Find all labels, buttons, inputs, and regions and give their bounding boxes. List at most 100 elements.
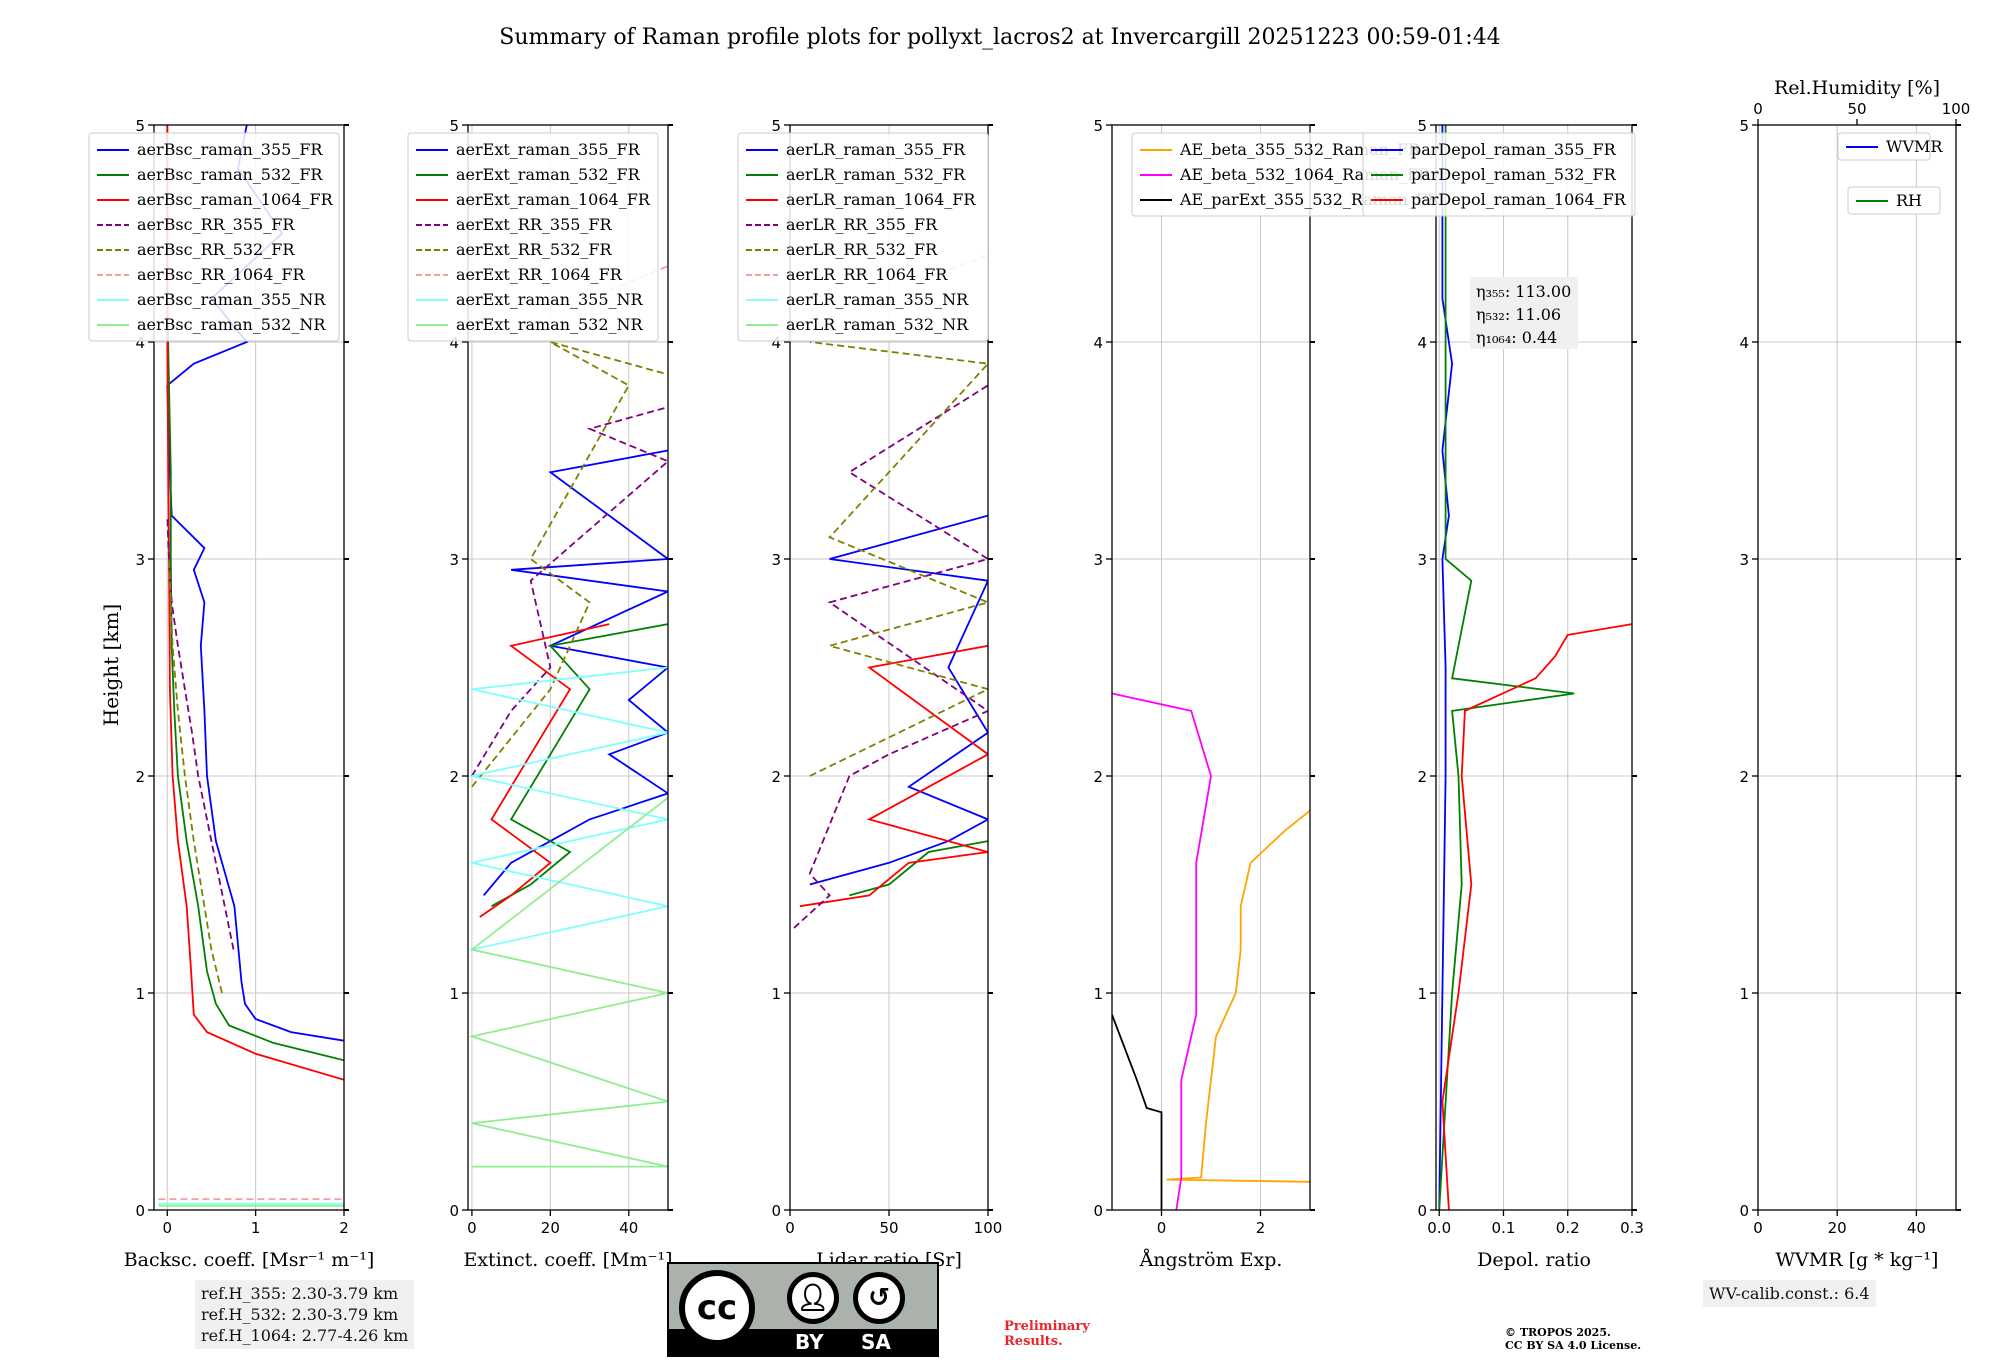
y-tick-label: 5 xyxy=(771,117,781,135)
legend-entry: aerLR_raman_355_FR xyxy=(786,140,966,159)
legend-entry: aerExt_RR_355_FR xyxy=(456,215,613,234)
y-tick-label: 5 xyxy=(449,117,459,135)
refheight-532: ref.H_532: 2.30-3.79 km xyxy=(201,1305,399,1324)
series-line-aerBsc_RR_532_FR xyxy=(168,558,223,994)
refheight-1064: ref.H_1064: 2.77-4.26 km xyxy=(201,1326,409,1345)
preliminary-line-1: Preliminary xyxy=(1004,1319,1090,1334)
legend-entry: aerExt_raman_1064_FR xyxy=(456,190,651,209)
legend-wv: WVMR RH xyxy=(1837,132,1943,215)
panel-ext: 0 1 2 3 4 5 0 20 40 Extinct. coeff. [Mm⁻¹] aerExt_… xyxy=(407,117,673,1271)
preliminary-notice: Preliminary Results. xyxy=(1004,1319,1090,1349)
y-tick-label: 4 xyxy=(1739,334,1749,352)
y-tick-label: 3 xyxy=(449,551,459,569)
x-tick-label: 1 xyxy=(251,1219,261,1237)
series-line-AE_parExt_355_532_Raman_FR xyxy=(1112,1014,1163,1210)
axes-frame xyxy=(153,124,345,1211)
legend-entry: AE_beta_355_532_Raman_FR xyxy=(1179,140,1421,159)
series-line-aerLR_raman_532_FR xyxy=(849,840,988,897)
copyright-line-2: CC BY SA 4.0 License. xyxy=(1505,1339,1642,1352)
legend-entry: aerBsc_raman_532_FR xyxy=(137,165,323,184)
wv-calib-const: WV-calib.const.: 6.4 xyxy=(1709,1284,1870,1303)
series-line-aerBsc_raman_532_FR xyxy=(166,125,344,1062)
y-tick-label: 5 xyxy=(1093,117,1103,135)
series-group xyxy=(793,254,988,929)
axes-frame xyxy=(1435,124,1633,1211)
y-tick-label: 3 xyxy=(771,551,781,569)
eta-box xyxy=(1470,277,1578,349)
legend-entry: aerExt_raman_532_NR xyxy=(456,315,644,334)
legend-entry: aerLR_raman_532_FR xyxy=(786,165,966,184)
by-person-icon: 👤︎ xyxy=(787,1272,839,1324)
legend-entry: aerLR_RR_355_FR xyxy=(786,215,938,234)
legend-depol: parDepol_raman_355_FR parDepol_raman_532_… xyxy=(1362,132,1636,217)
x-tick-label: 0.0 xyxy=(1427,1219,1451,1237)
y-tick-label: 1 xyxy=(1739,985,1749,1003)
panel-bsc: 0 1 2 3 4 5 0 1 2 Backsc. coeff. [Msr⁻¹ m⁻¹] aerBs… xyxy=(88,117,374,1271)
refheight-355: ref.H_355: 2.30-3.79 km xyxy=(201,1284,399,1303)
y-tick-label: 2 xyxy=(1093,768,1103,786)
x-tick-label: 20 xyxy=(541,1219,560,1237)
legend-entry: parDepol_raman_355_FR xyxy=(1411,140,1617,159)
y-tick-label: 3 xyxy=(1417,551,1427,569)
top-tick-label: 50 xyxy=(1847,100,1866,118)
reference-heights-box: ref.H_355: 2.30-3.79 km ref.H_532: 2.30-… xyxy=(195,1280,415,1349)
x-tick-label: 40 xyxy=(619,1219,638,1237)
legend-box xyxy=(1362,132,1636,217)
legend-entry: RH xyxy=(1896,191,1922,210)
series-group xyxy=(1438,125,1632,1210)
axes-frame xyxy=(1757,124,1957,1211)
series-line-aerExt_RR_355_FR xyxy=(471,406,668,777)
top-axis-label: Rel.Humidity [%] xyxy=(1774,77,1940,99)
legend-entry: aerExt_RR_532_FR xyxy=(456,240,613,259)
y-tick-label: 0 xyxy=(771,1202,781,1220)
cc-icon: cc xyxy=(679,1270,755,1346)
x-tick-label: 50 xyxy=(879,1219,898,1237)
copyright-notice: © TROPOS 2025. CC BY SA 4.0 License. xyxy=(1505,1326,1641,1352)
series-group xyxy=(1112,692,1310,1210)
sa-share-icon: ↺ xyxy=(853,1272,905,1324)
wv-calib-box: WV-calib.const.: 6.4 xyxy=(1703,1280,1876,1307)
preliminary-line-2: Results. xyxy=(1004,1334,1063,1349)
y-tick-label: 0 xyxy=(1739,1202,1749,1220)
series-line-parDepol_raman_532_FR xyxy=(1438,125,1575,1210)
y-tick-label: 2 xyxy=(449,768,459,786)
y-tick-label: 2 xyxy=(135,768,145,786)
legend-entry: aerExt_raman_532_FR xyxy=(456,165,641,184)
y-tick-label: 3 xyxy=(135,551,145,569)
y-tick-label: 4 xyxy=(1093,334,1103,352)
x-tick-label: 0 xyxy=(467,1219,477,1237)
legend-entry: aerLR_raman_355_NR xyxy=(786,290,969,309)
legend-entry: WVMR xyxy=(1886,137,1943,156)
cc-by-label: BY xyxy=(795,1330,824,1354)
legend-entry: aerLR_raman_1064_FR xyxy=(786,190,976,209)
legend-box xyxy=(737,132,989,342)
legend-entry: aerBsc_raman_1064_FR xyxy=(137,190,334,209)
y-tick-label: 1 xyxy=(1093,985,1103,1003)
axes-frame xyxy=(1111,124,1311,1211)
series-line-aerBsc_RR_355_FR xyxy=(166,515,235,950)
legend-ext: aerExt_raman_355_FR aerExt_raman_532_FRae… xyxy=(407,132,659,342)
legend-box xyxy=(1837,132,1931,161)
x-tick-label: 40 xyxy=(1907,1219,1926,1237)
legend-entry: parDepol_raman_1064_FR xyxy=(1411,190,1627,209)
top-tick-label: 0 xyxy=(1753,100,1763,118)
cc-license-badge: cc 👤︎ ↺ BY SA xyxy=(667,1262,939,1357)
legend-entry: aerBsc_RR_532_FR xyxy=(137,240,295,259)
series-line-aerExt_raman_355_FR xyxy=(483,449,668,896)
series-line-aerExt_raman_532_FR xyxy=(491,623,668,907)
legend-lr: aerLR_raman_355_FR aerLR_raman_532_FR aerL… xyxy=(737,132,989,342)
legend-entry: parDepol_raman_532_FR xyxy=(1411,165,1617,184)
y-tick-label: 5 xyxy=(1739,117,1749,135)
legend-entry: aerLR_RR_532_FR xyxy=(786,240,938,259)
legend-entry: aerBsc_raman_355_NR xyxy=(137,290,326,309)
legend-box xyxy=(88,132,340,342)
x-axis-label: WVMR [g * kg⁻¹] xyxy=(1776,1249,1939,1271)
series-line-AE_beta_355_532_Raman_FR xyxy=(1166,809,1310,1183)
x-tick-label: 100 xyxy=(974,1219,1003,1237)
cc-sa-label: SA xyxy=(861,1330,891,1354)
legend-entry: aerExt_RR_1064_FR xyxy=(456,265,623,284)
series-line-aerExt_raman_355_NR xyxy=(471,666,668,951)
y-tick-label: 1 xyxy=(135,985,145,1003)
